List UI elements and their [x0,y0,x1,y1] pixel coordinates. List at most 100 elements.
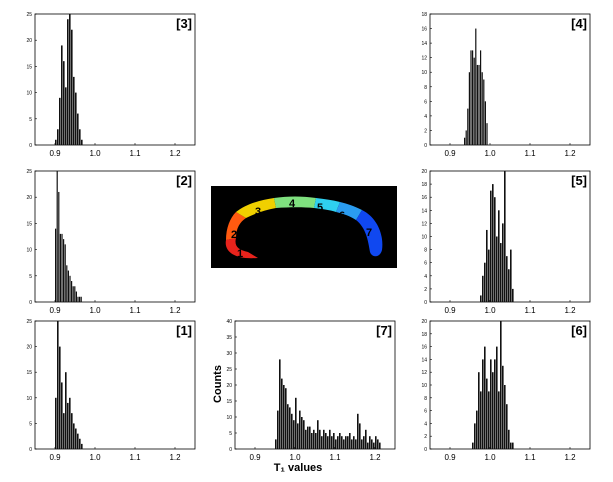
y-tick-label: 10 [421,235,427,241]
histogram-bar [500,321,502,449]
histogram-bar [482,359,484,449]
y-tick-label: 0 [29,300,32,306]
histogram-bar [506,404,508,449]
histogram-bar [65,372,67,449]
x-tick-label: 1.1 [524,306,536,315]
histogram-bar [72,286,74,302]
histogram-bar [464,137,466,145]
histogram-bar [379,442,381,449]
x-tick-label: 1.0 [484,149,496,158]
histogram-bar [337,436,339,449]
histogram-bar [472,442,474,449]
segment-label-4: 4 [289,198,296,210]
x-tick-label: 1.2 [564,453,576,462]
histogram-bar [483,79,485,145]
x-tick-label: 1.1 [524,453,536,462]
x-tick-label: 0.9 [249,453,261,462]
y-tick-label: 18 [421,182,427,188]
histogram-bar [478,64,480,145]
histogram-bar [367,442,369,449]
y-tick-label: 20 [421,169,427,175]
y-tick-label: 20 [26,195,32,201]
y-tick-label: 6 [424,261,427,267]
y-tick-label: 25 [26,319,32,325]
x-tick-label: 1.0 [89,149,101,158]
histogram-bar [297,423,299,449]
x-tick-label: 1.2 [564,149,576,158]
panel-label: [6] [571,323,587,338]
histogram-bar [508,269,510,302]
histogram-bar [71,29,73,145]
histogram-bar [502,365,504,449]
histogram-bar [488,249,490,302]
histogram-bar [323,429,325,449]
y-tick-label: 14 [421,357,427,363]
y-tick-label: 8 [424,85,427,91]
histogram-bar [315,433,317,449]
segment-label-1: 1 [237,248,243,260]
histogram-bar [58,191,60,302]
y-tick-label: 12 [421,370,427,376]
y-tick-label: 0 [424,447,427,453]
y-tick-label: 15 [226,399,232,405]
x-tick-label: 0.9 [49,306,61,315]
histogram-bar [341,436,343,449]
histogram-bar [63,61,65,145]
histogram-bar [281,378,283,449]
histogram-bar [309,426,311,449]
histogram-bar [325,433,327,449]
segment-label-5: 5 [317,202,323,214]
x-tick-label: 1.0 [89,453,101,462]
histogram-bar [79,296,81,302]
histogram-bar [465,130,467,145]
x-tick-label: 1.0 [89,306,101,315]
plot-frame [429,13,591,146]
x-tick-label: 1.0 [289,453,301,462]
histogram-bar [480,50,482,146]
panel-label: [1] [176,323,192,338]
histogram-panel: 0.9 1.0 1.1 1.2 0 2 4 6 8 10 12 14 16 18 20 [5] [421,169,591,315]
x-tick-label: 1.2 [169,306,181,315]
segment-3 [236,198,276,218]
histogram-bar [359,423,361,449]
histogram-bar [67,402,69,449]
histogram-bar [494,359,496,449]
histogram-bar [365,429,367,449]
histogram-bar [59,97,61,145]
x-tick-label: 1.2 [369,453,381,462]
x-tick-label: 1.2 [564,306,576,315]
histogram-bar [57,321,59,449]
y-tick-label: 10 [26,91,32,97]
y-tick-label: 2 [424,128,427,134]
histogram-bar [496,346,498,449]
y-tick-label: 5 [29,117,32,123]
y-tick-label: 4 [424,421,427,427]
y-tick-label: 35 [226,335,232,341]
y-tick-label: 4 [424,274,427,280]
histogram-bar [69,275,71,302]
panel-label: [2] [176,173,192,188]
histogram-bar [61,382,63,449]
y-tick-label: 14 [421,208,427,214]
histogram-bar [375,436,377,449]
y-tick-label: 16 [421,195,427,201]
histogram-bar [77,296,79,302]
histogram-bar [303,420,305,449]
histogram-panel: 0.9 1.0 1.1 1.2 0 2 4 6 8 10 12 14 16 18 [4] [421,12,591,158]
histogram-bar [508,429,510,449]
histogram-bar [333,433,335,449]
x-tick-label: 1.2 [169,149,181,158]
y-tick-label: 0 [424,143,427,149]
segment-1 [225,238,258,259]
histogram-bar [498,210,500,302]
histogram-bar [289,407,291,449]
histogram-bar [492,184,494,302]
histogram-bar [492,372,494,449]
histogram-bar [313,429,315,449]
histogram-panel: 0.9 1.0 1.1 1.2 0 5 10 15 20 25 [2] [26,169,196,315]
y-tick-label: 18 [421,12,427,18]
segment-label-7: 7 [366,227,372,239]
histogram-bar [472,50,474,146]
histogram-bar [75,428,77,449]
